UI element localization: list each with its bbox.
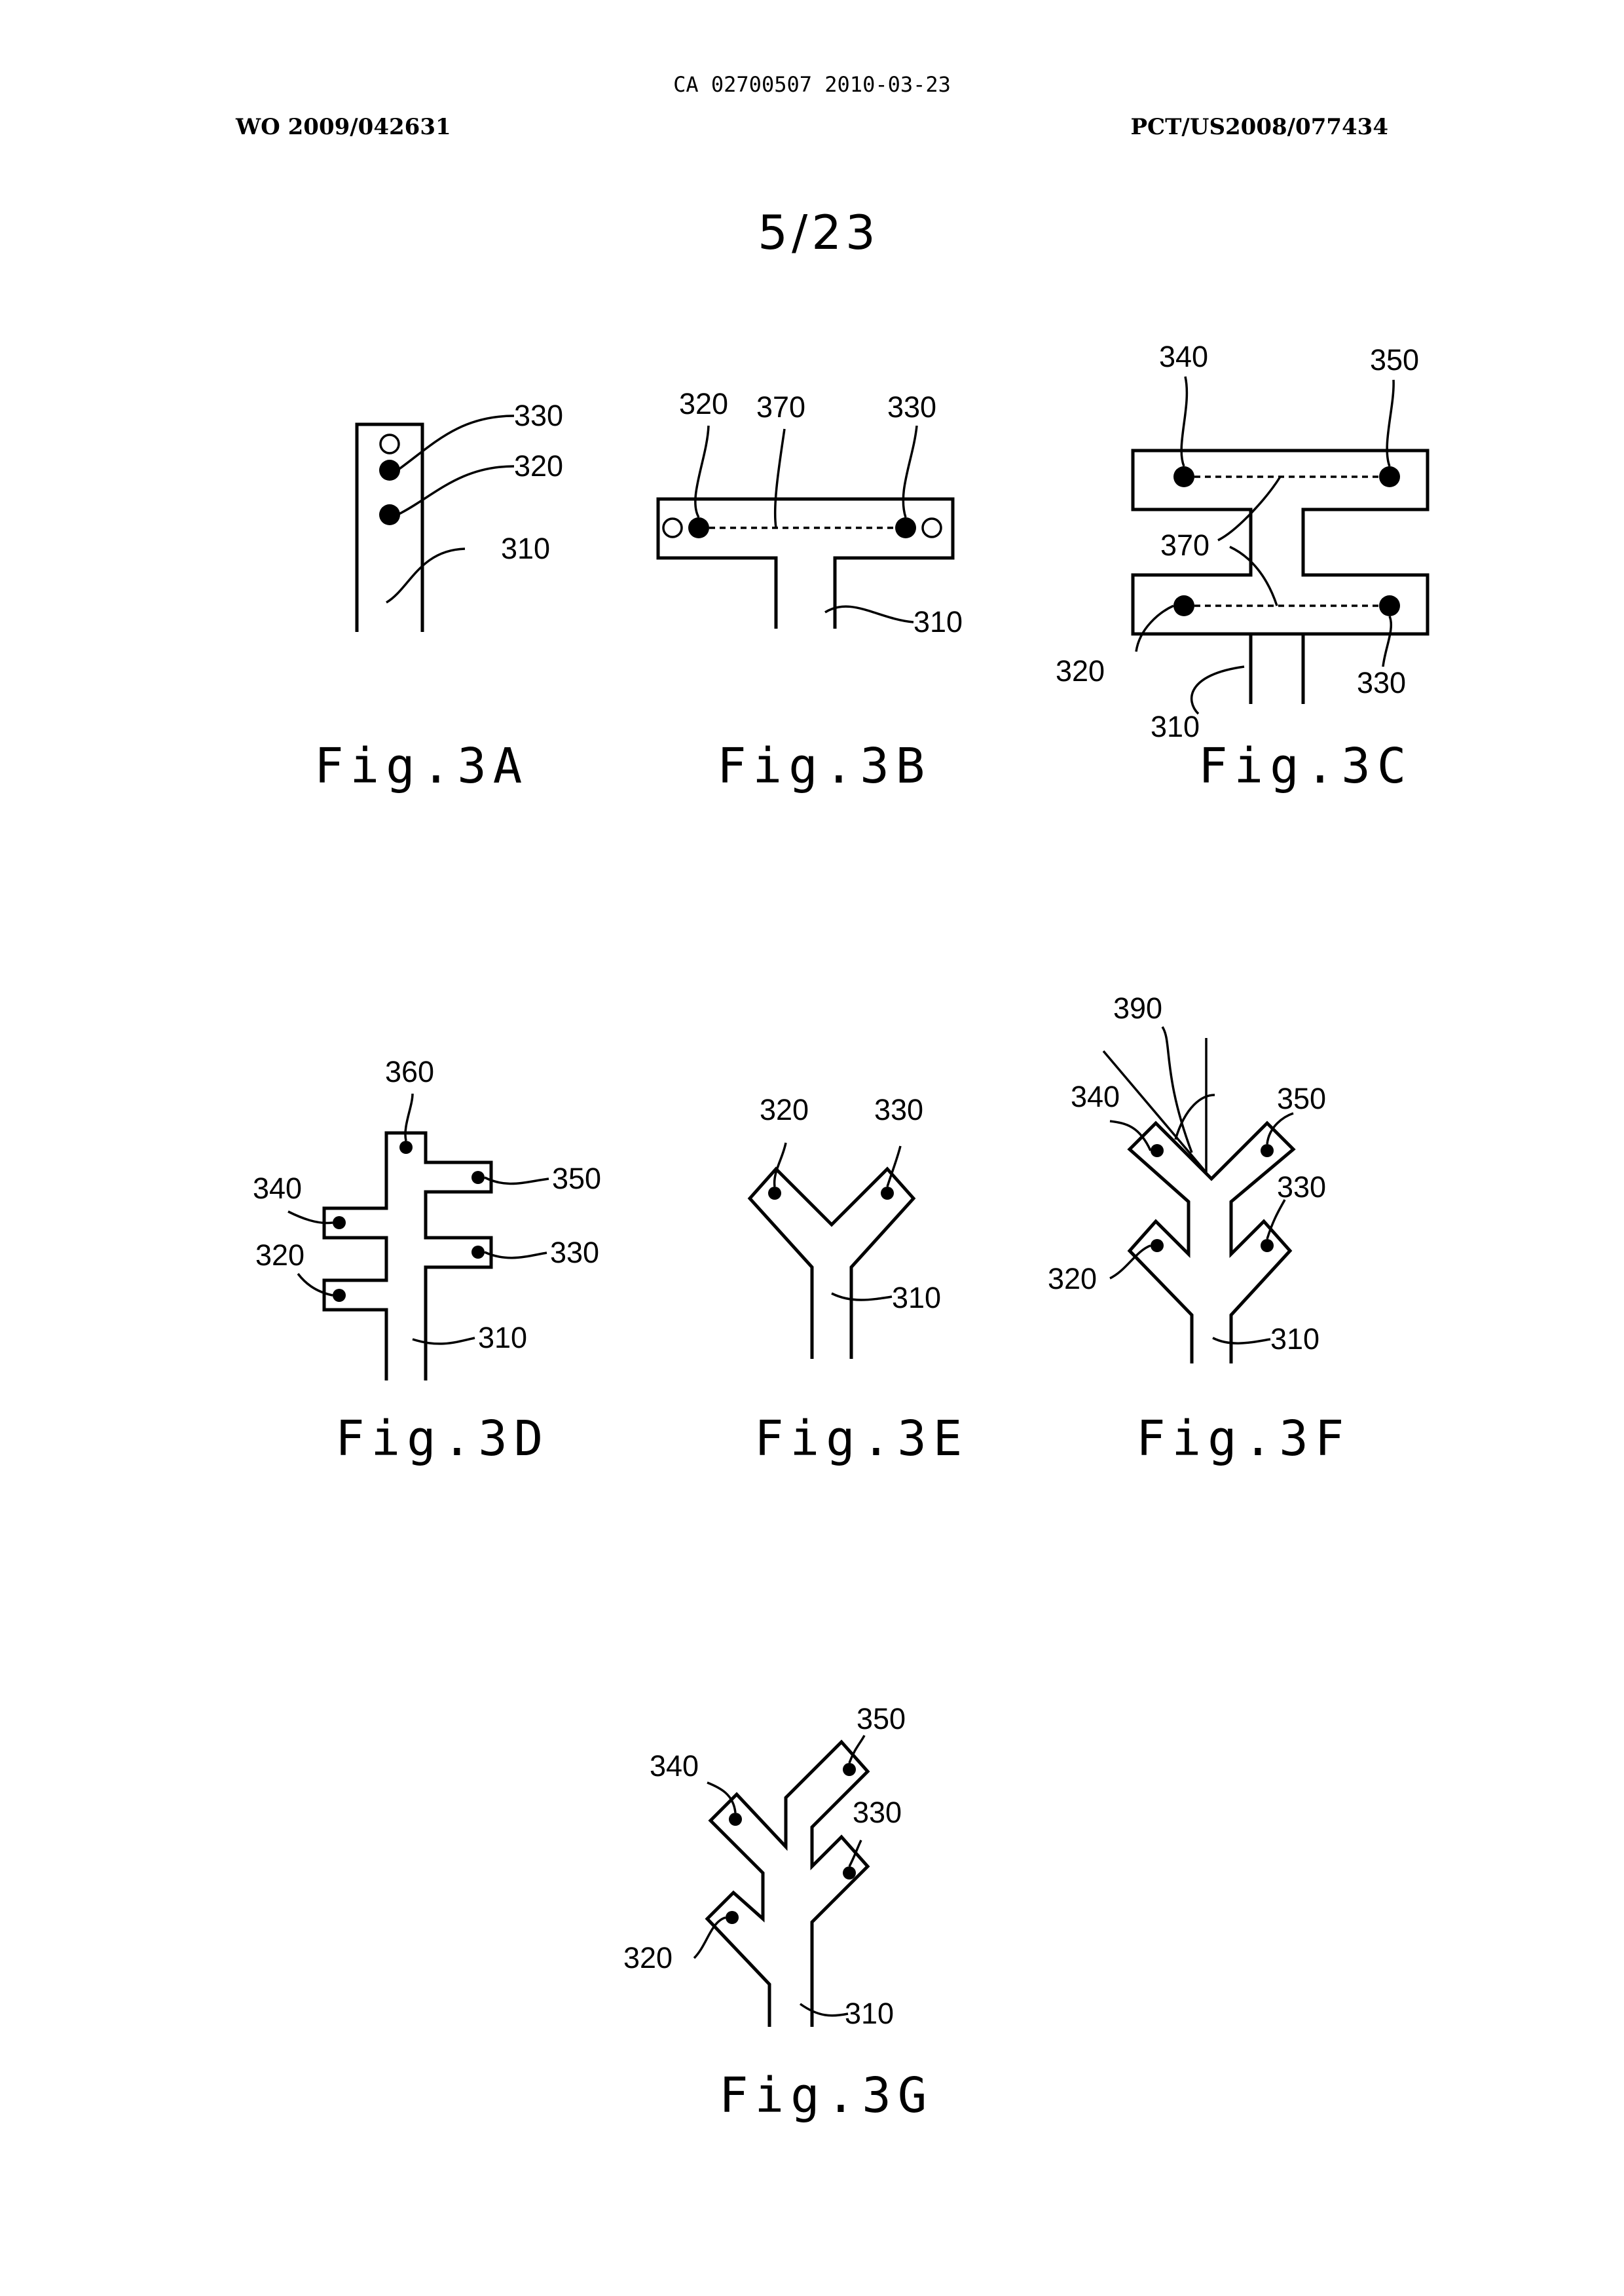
doc-number: CA 02700507 2010-03-23 xyxy=(673,72,951,97)
ref-330: 330 xyxy=(874,1093,923,1126)
pct-number: PCT/US2008/077434 xyxy=(1130,114,1388,140)
ref-340: 340 xyxy=(650,1749,699,1783)
fig-3d-caption: Fig.3D xyxy=(335,1411,549,1467)
ref-320: 320 xyxy=(514,449,563,483)
fig-3b-caption: Fig.3B xyxy=(717,738,931,794)
ref-320: 320 xyxy=(1056,654,1105,688)
ref-330: 330 xyxy=(514,399,563,432)
ref-370: 370 xyxy=(756,390,805,424)
ref-340: 340 xyxy=(253,1172,302,1205)
ref-310: 310 xyxy=(478,1321,527,1354)
ref-360: 360 xyxy=(385,1055,434,1088)
ref-310: 310 xyxy=(913,605,963,639)
ref-310: 310 xyxy=(1270,1322,1320,1356)
fig-3g-caption: Fig.3G xyxy=(719,2067,933,2124)
fig-3c-caption: Fig.3C xyxy=(1198,738,1412,794)
sheet-number: 5/23 xyxy=(758,205,879,260)
ref-340: 340 xyxy=(1071,1080,1120,1113)
ref-330: 330 xyxy=(887,390,936,424)
fig-3a-caption: Fig.3A xyxy=(314,738,528,794)
ref-350: 350 xyxy=(1277,1082,1326,1115)
ref-350: 350 xyxy=(1370,343,1419,377)
fig-3f-caption: Fig.3F xyxy=(1136,1411,1350,1467)
ref-310: 310 xyxy=(501,532,550,565)
ref-350: 350 xyxy=(552,1162,601,1195)
ref-320: 320 xyxy=(623,1941,673,1974)
ref-330: 330 xyxy=(1277,1170,1326,1204)
ref-320: 320 xyxy=(679,387,728,420)
ref-320: 320 xyxy=(255,1238,304,1272)
ref-310: 310 xyxy=(845,1997,894,2030)
ref-350: 350 xyxy=(857,1702,906,1735)
ref-330: 330 xyxy=(853,1796,902,1829)
wo-number: WO 2009/042631 xyxy=(235,114,451,140)
ref-330: 330 xyxy=(1357,666,1406,699)
ref-320: 320 xyxy=(1048,1262,1097,1295)
ref-330: 330 xyxy=(550,1236,599,1269)
ref-320: 320 xyxy=(760,1093,809,1126)
fig-3e-caption: Fig.3E xyxy=(754,1411,969,1467)
ref-310: 310 xyxy=(892,1281,941,1314)
ref-310: 310 xyxy=(1151,710,1200,743)
ref-340: 340 xyxy=(1159,340,1208,373)
ref-370: 370 xyxy=(1160,528,1209,562)
ref-390: 390 xyxy=(1113,991,1162,1025)
